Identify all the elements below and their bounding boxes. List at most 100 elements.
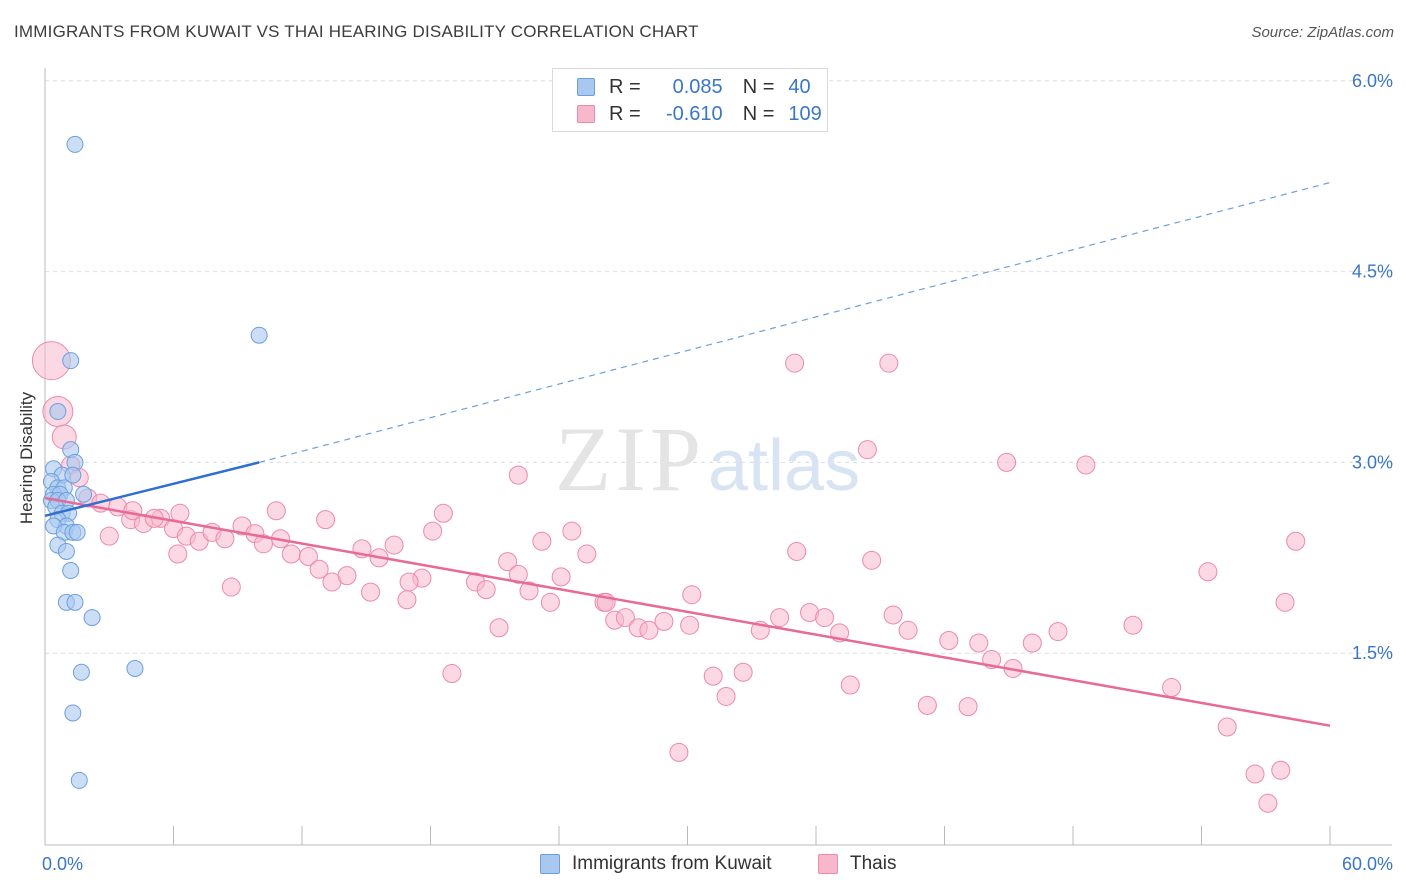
point-thais — [433, 503, 453, 523]
point-thais — [1286, 531, 1306, 551]
bottom-legend-swatch-blue — [540, 854, 560, 874]
point-thais — [361, 582, 381, 602]
point-thais — [266, 501, 286, 521]
point-thais — [840, 675, 860, 695]
legend-n-value: 109 — [788, 102, 822, 125]
point-thais — [716, 686, 736, 706]
watermark: ZIP atlas — [555, 408, 860, 510]
point-thais — [615, 608, 635, 628]
legend-n-value: 40 — [788, 75, 811, 98]
point-thais — [1022, 633, 1042, 653]
point-thais — [508, 465, 528, 485]
point-thais — [298, 547, 318, 567]
point-thais — [1275, 592, 1295, 612]
point-thais — [969, 633, 989, 653]
point-thais — [99, 526, 119, 546]
chart-title: IMMIGRANTS FROM KUWAIT VS THAI HEARING D… — [14, 22, 699, 41]
point-thais — [1123, 615, 1143, 635]
grid-layer — [45, 80, 1392, 654]
point-kuwait — [62, 352, 80, 370]
point-thais — [862, 550, 882, 570]
legend-swatch-pink — [577, 105, 595, 123]
point-kuwait — [49, 403, 67, 421]
point-thais — [562, 521, 582, 541]
watermark-zip: ZIP — [555, 408, 705, 510]
bottom-legend-label-thais: Thais — [850, 853, 897, 874]
y-axis-title: Hearing Disability — [17, 391, 36, 525]
point-thais — [917, 695, 937, 715]
point-kuwait — [72, 663, 90, 681]
point-thais — [1048, 622, 1068, 642]
point-thais — [785, 353, 805, 373]
point-thais — [1271, 760, 1291, 780]
watermark-atlas: atlas — [708, 426, 860, 506]
point-thais — [1217, 717, 1237, 737]
point-thais — [857, 440, 877, 460]
point-thais — [337, 566, 357, 586]
point-thais — [399, 572, 419, 592]
point-thais — [397, 590, 417, 610]
point-thais — [253, 534, 273, 554]
point-thais — [551, 567, 571, 587]
point-kuwait — [126, 659, 144, 677]
legend-row-thais: R = -0.610 N = 109 — [577, 101, 822, 127]
point-thais — [939, 630, 959, 650]
legend-n-label: N = — [742, 75, 775, 98]
legend-r-value: -0.610 — [665, 102, 723, 125]
point-thais — [519, 581, 539, 601]
point-thais — [680, 615, 700, 635]
x-tick-label: 0.0% — [42, 854, 83, 874]
axes-layer — [44, 68, 1392, 846]
point-thais — [215, 529, 235, 549]
y-tick-label: 1.5% — [1352, 643, 1393, 663]
point-thais — [309, 559, 329, 579]
point-thais — [316, 510, 336, 530]
point-thais — [733, 662, 753, 682]
x-tick-label: 60.0% — [1342, 854, 1393, 874]
point-kuwait — [68, 523, 86, 541]
legend-swatch-blue — [577, 78, 595, 96]
point-thais — [1162, 678, 1182, 698]
legend-row-kuwait: R = 0.085 N = 40 — [577, 74, 811, 100]
bottom-legend-swatch-pink — [818, 854, 838, 874]
point-thais — [540, 592, 560, 612]
trend-line-kuwait — [44, 461, 260, 518]
point-thais — [787, 541, 807, 561]
point-kuwait — [75, 485, 93, 503]
point-thais — [498, 552, 518, 572]
trend-line-thais — [44, 496, 1331, 727]
point-thais — [898, 620, 918, 640]
legend-r-label: R = — [609, 102, 641, 125]
point-thais — [639, 620, 659, 640]
tick-label-layer: 1.5% 3.0% 4.5% 6.0% 0.0% 60.0% — [42, 71, 1393, 874]
point-thais — [958, 697, 978, 717]
point-thais — [1258, 793, 1278, 813]
point-thais — [1198, 562, 1218, 582]
point-thais — [770, 608, 790, 628]
point-thais — [669, 742, 689, 762]
point-thais — [281, 544, 301, 564]
y-tick-label: 4.5% — [1352, 262, 1393, 282]
point-thais — [123, 501, 143, 521]
point-thais — [997, 452, 1017, 472]
legend-r-label: R = — [609, 75, 641, 98]
point-kuwait — [250, 326, 268, 344]
point-kuwait — [64, 704, 82, 722]
correlation-legend: R = 0.085 N = 40 R = -0.610 N = 109 — [552, 68, 828, 132]
point-thais — [879, 353, 899, 373]
point-thais — [423, 521, 443, 541]
trend-line-kuwait-extrapolated — [259, 181, 1331, 463]
bottom-legend-thais: Thais — [818, 852, 896, 876]
point-kuwait — [64, 466, 82, 484]
y-tick-label: 6.0% — [1352, 71, 1393, 91]
point-thais — [703, 666, 723, 686]
y-tick-label: 3.0% — [1352, 452, 1393, 472]
point-thais — [654, 611, 674, 631]
point-thais — [682, 585, 702, 605]
point-kuwait — [70, 771, 88, 789]
legend-r-value: 0.085 — [672, 75, 723, 98]
bottom-legend-label-kuwait: Immigrants from Kuwait — [572, 853, 772, 874]
bottom-legend-kuwait: Immigrants from Kuwait — [540, 852, 772, 876]
points-layer — [31, 135, 1306, 813]
